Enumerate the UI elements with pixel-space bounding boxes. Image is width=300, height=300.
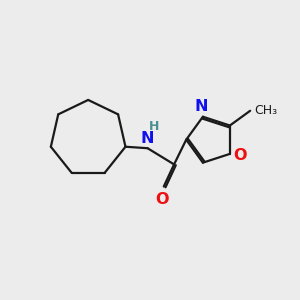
Text: H: H (149, 121, 159, 134)
Text: N: N (195, 99, 208, 114)
Text: CH₃: CH₃ (255, 104, 278, 117)
Text: O: O (233, 148, 247, 163)
Text: N: N (140, 131, 154, 146)
Text: O: O (155, 192, 169, 207)
